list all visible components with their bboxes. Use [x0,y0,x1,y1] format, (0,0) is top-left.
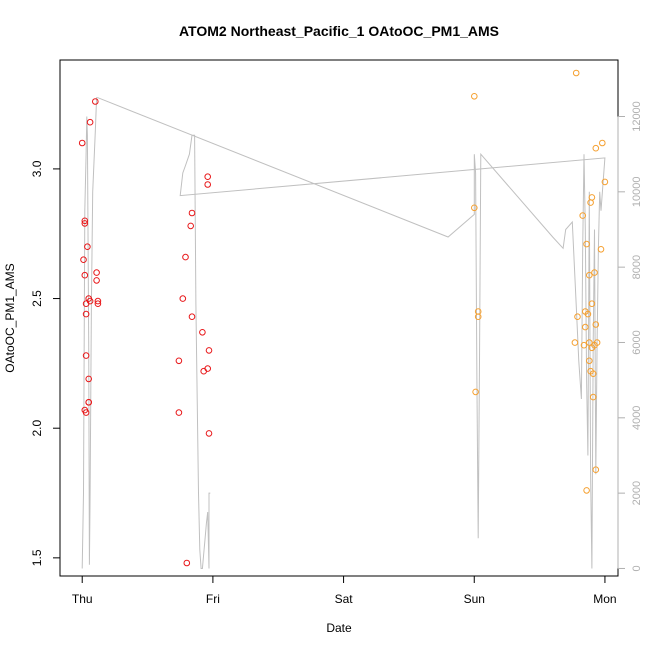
data-point [93,277,100,284]
data-point [183,559,191,567]
y2-tick-label: 8000 [631,255,643,279]
x-tick-label: Sat [335,592,354,606]
data-point [592,321,600,328]
y-tick-label: 2.5 [30,290,44,307]
data-point [591,269,598,276]
y-tick-label: 1.5 [30,549,44,566]
data-point [584,310,592,318]
y-tick-label: 3.0 [30,160,44,177]
data-point [583,487,590,494]
data-point [205,347,213,354]
y2-tick-label: 0 [631,565,643,571]
y2-tick-label: 4000 [631,406,643,430]
x-tick-label: Fri [206,592,220,606]
y2-axis: 0 2000 4000 6000 8000 10000 12000 [617,101,643,572]
data-point [474,313,482,321]
data-point [571,339,579,346]
data-point [81,220,89,227]
data-point [80,256,87,264]
data-point [587,199,594,206]
data-point [589,393,597,401]
data-point [182,253,189,261]
chart-title: ATOM2 Northeast_Pacific_1 OAtoOC_PM1_AMS [179,23,499,39]
x-axis: Thu Fri Sat Sun Mon [72,575,617,606]
y2-tick-label: 2000 [631,481,643,505]
data-point [599,139,606,147]
data-point [574,313,581,321]
data-point [93,269,100,276]
data-point [586,339,593,346]
y-axis: 1.5 2.0 2.5 3.0 [30,160,61,566]
x-axis-label: Date [326,621,352,635]
data-point [78,139,86,147]
data-point [82,409,90,416]
data-point [601,178,609,186]
data-point [580,341,588,349]
data-point [81,271,89,279]
points-layer [78,69,609,567]
data-point [175,357,183,365]
data-point [86,297,94,305]
data-point [597,246,605,253]
y2-tick-label: 6000 [631,330,643,354]
secondary-line-layer [81,97,606,569]
data-point [588,194,596,201]
data-point [592,144,600,152]
data-point [204,365,211,372]
data-point [586,271,593,279]
data-point [200,367,207,375]
data-point [188,209,196,217]
plot-frame [59,59,619,577]
x-tick-label: Thu [72,592,93,606]
data-point [204,181,211,188]
y2-tick-label: 10000 [631,177,643,208]
data-point [579,212,587,219]
data-point [588,300,596,308]
y2-tick-label: 12000 [631,101,643,132]
data-point [472,388,479,396]
data-point [586,357,593,365]
data-point [85,375,92,383]
data-point [81,217,89,225]
data-point [187,222,194,230]
data-point [592,466,600,474]
data-point [94,297,102,305]
data-point [82,310,90,318]
data-point [179,295,187,302]
data-point [582,323,589,331]
data-point [188,313,196,321]
data-point [94,300,102,308]
secondary-series-line [81,97,606,569]
data-point [84,243,91,250]
x-tick-label: Mon [593,592,616,606]
data-point [572,69,580,77]
data-point [92,98,99,105]
data-point [583,240,590,248]
data-point [593,339,601,346]
data-point [82,352,90,359]
y-tick-label: 2.0 [30,420,44,437]
y-axis-label: OAtoOC_PM1_AMS [3,263,17,372]
data-point [205,430,213,437]
data-point [85,399,92,406]
data-point [471,93,478,100]
x-tick-label: Sun [464,592,485,606]
data-point [199,329,206,336]
data-point [589,370,597,378]
data-point [471,204,478,212]
data-point [86,118,94,126]
data-point [175,409,183,416]
data-point [204,173,211,180]
